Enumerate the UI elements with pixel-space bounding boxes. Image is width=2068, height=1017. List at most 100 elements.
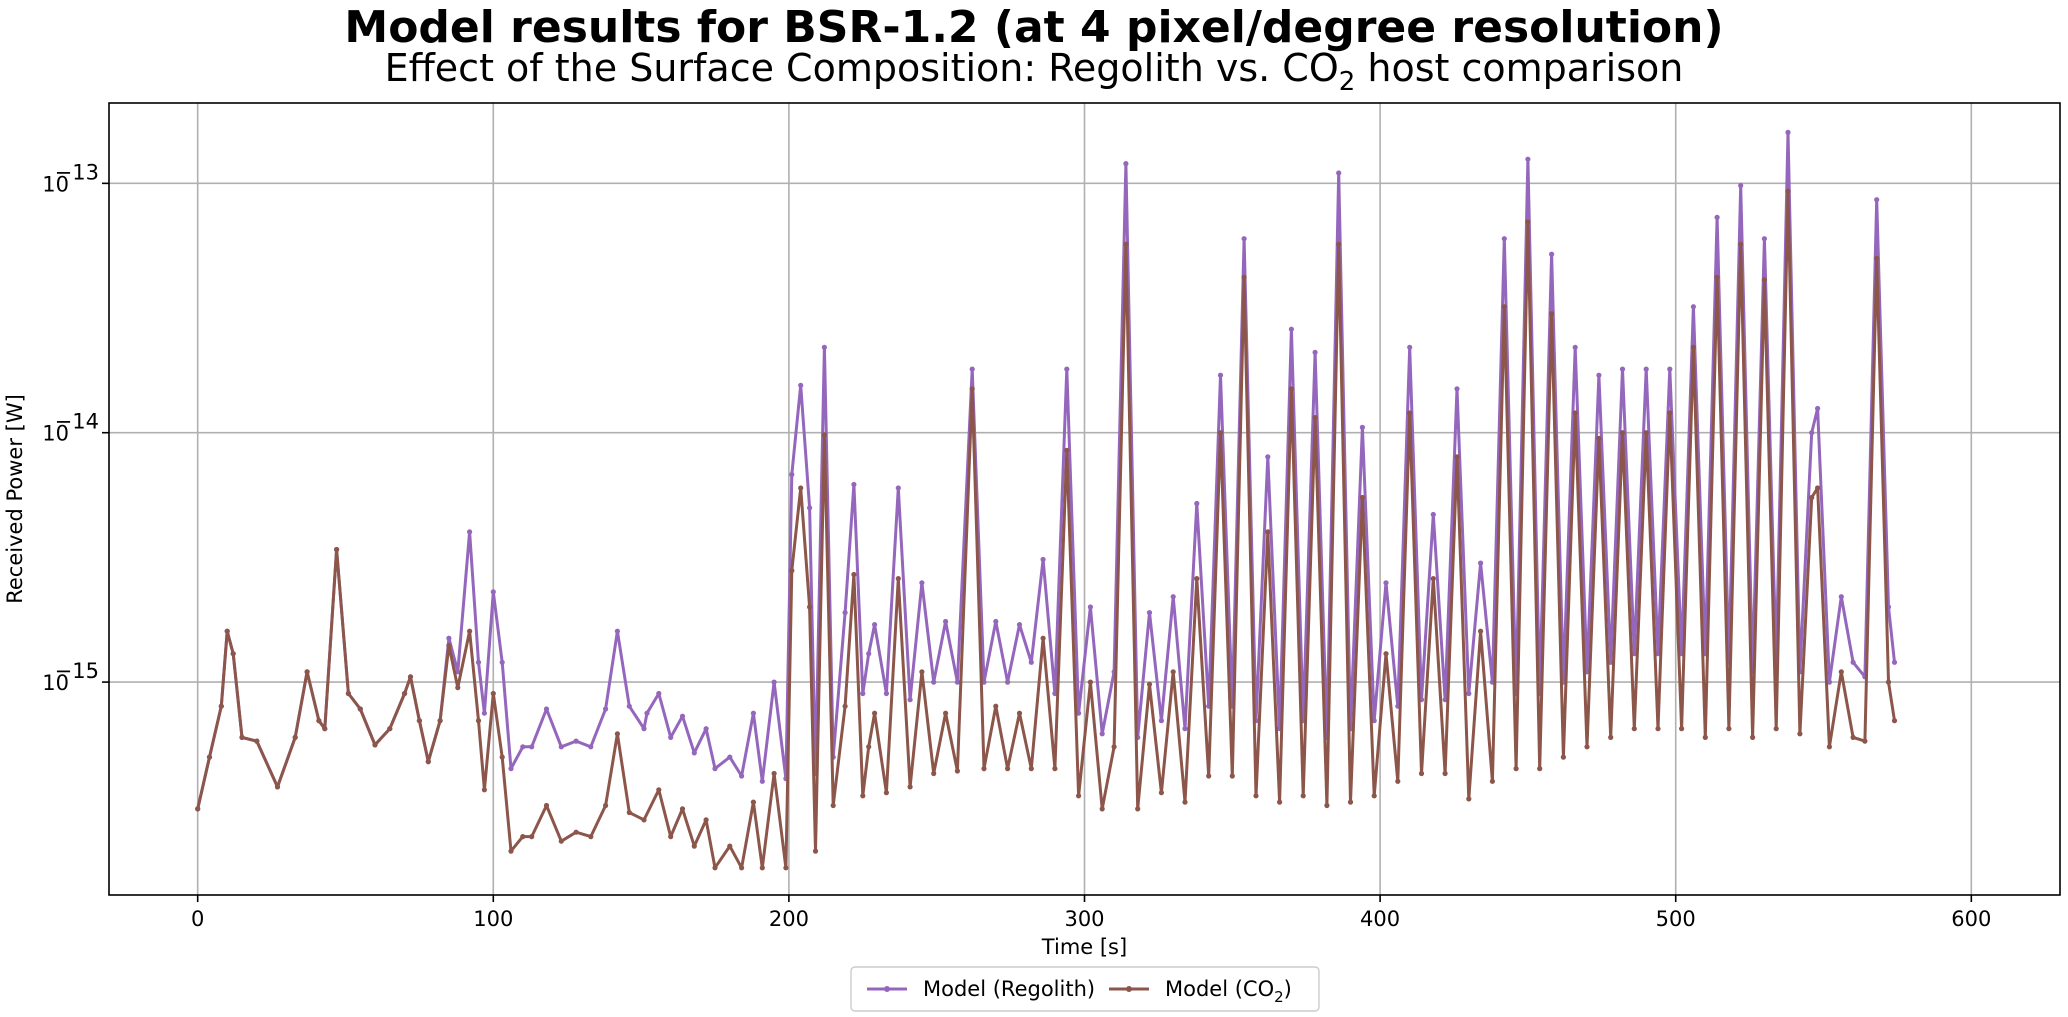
- data-point: [1596, 435, 1602, 441]
- data-point: [1135, 806, 1141, 812]
- data-point: [573, 829, 579, 835]
- data-point: [712, 865, 718, 871]
- data-point: [1489, 778, 1495, 784]
- data-point: [1312, 349, 1318, 355]
- data-point: [842, 703, 848, 709]
- data-point: [1383, 651, 1389, 657]
- series-0: [195, 129, 1898, 812]
- data-point: [1874, 255, 1880, 261]
- data-point: [508, 848, 514, 854]
- data-point: [1123, 161, 1129, 167]
- data-point: [1850, 659, 1856, 665]
- data-point: [1052, 766, 1058, 772]
- data-point: [1466, 796, 1472, 802]
- data-point: [1194, 576, 1200, 582]
- data-point: [499, 754, 505, 760]
- data-point: [860, 690, 866, 697]
- data-point: [1549, 311, 1555, 317]
- data-point: [1040, 556, 1046, 563]
- data-point: [1099, 806, 1105, 812]
- data-point: [304, 669, 310, 675]
- data-point: [1371, 793, 1377, 799]
- data-point: [1714, 274, 1720, 280]
- data-point: [334, 546, 340, 553]
- data-point: [1359, 424, 1365, 430]
- data-point: [1277, 799, 1283, 805]
- data-point: [1525, 156, 1531, 162]
- legend-label: Model (CO2): [1165, 977, 1292, 1006]
- data-point: [1809, 430, 1815, 436]
- data-point: [842, 610, 848, 616]
- data-point: [1146, 610, 1153, 616]
- data-point: [919, 669, 925, 675]
- data-point: [969, 366, 975, 372]
- data-point: [750, 799, 757, 805]
- data-point: [626, 809, 632, 816]
- data-point: [416, 718, 422, 724]
- data-point: [1478, 560, 1484, 566]
- data-point: [1815, 405, 1821, 412]
- data-point: [1738, 241, 1744, 247]
- data-point: [224, 628, 230, 634]
- data-point: [1111, 744, 1117, 750]
- data-point: [1336, 241, 1342, 247]
- data-point: [274, 784, 281, 790]
- data-point: [931, 679, 937, 685]
- data-point: [1826, 744, 1832, 750]
- data-point: [529, 834, 535, 840]
- data-point: [407, 674, 414, 680]
- data-point: [872, 710, 878, 716]
- data-point: [1572, 410, 1578, 416]
- data-point: [1690, 344, 1696, 350]
- data-point: [931, 770, 937, 777]
- data-point: [1005, 766, 1011, 772]
- data-point: [1714, 214, 1720, 220]
- data-point: [993, 703, 999, 709]
- data-point: [1087, 679, 1093, 685]
- data-point: [239, 734, 245, 741]
- data-point: [387, 726, 393, 732]
- data-point: [1324, 802, 1330, 809]
- data-point: [668, 834, 674, 840]
- y-tick-exponent: −14: [55, 410, 99, 434]
- data-point: [798, 485, 804, 491]
- data-point: [1407, 410, 1413, 416]
- data-point: [1170, 594, 1176, 600]
- data-point: [895, 485, 901, 491]
- data-point: [759, 865, 765, 871]
- data-point: [1158, 790, 1164, 796]
- x-tick-label: 500: [1656, 907, 1696, 931]
- data-point: [1891, 659, 1898, 665]
- data-point: [614, 628, 621, 634]
- y-tick-label: 10: [42, 422, 69, 446]
- data-point: [1631, 726, 1637, 732]
- y-tick-base: 10: [42, 422, 69, 446]
- data-point: [1608, 659, 1614, 665]
- data-point: [691, 750, 697, 756]
- legend-label-subscript: 2: [1274, 988, 1284, 1006]
- data-point: [1347, 799, 1354, 805]
- data-point: [1726, 726, 1732, 732]
- data-point: [446, 643, 452, 649]
- y-tick-base: 10: [42, 172, 69, 196]
- data-point: [1572, 344, 1578, 350]
- data-point: [254, 738, 260, 744]
- data-point: [919, 580, 925, 586]
- legend-label-prefix: Model (CO: [1165, 977, 1274, 1001]
- data-point: [656, 787, 662, 793]
- data-point: [1679, 726, 1685, 732]
- data-point: [1123, 241, 1129, 247]
- data-point: [1454, 386, 1460, 392]
- grid-lines: [109, 103, 2060, 895]
- data-point: [1466, 690, 1472, 697]
- legend-label-suffix: ): [1284, 977, 1292, 1001]
- data-point: [668, 734, 674, 741]
- data-point: [1217, 430, 1224, 436]
- data-point: [727, 754, 733, 760]
- data-point: [1761, 236, 1767, 242]
- data-point: [895, 576, 901, 582]
- data-point: [789, 471, 795, 478]
- data-point: [1359, 494, 1365, 501]
- data-point: [954, 679, 961, 685]
- data-point: [1418, 770, 1425, 777]
